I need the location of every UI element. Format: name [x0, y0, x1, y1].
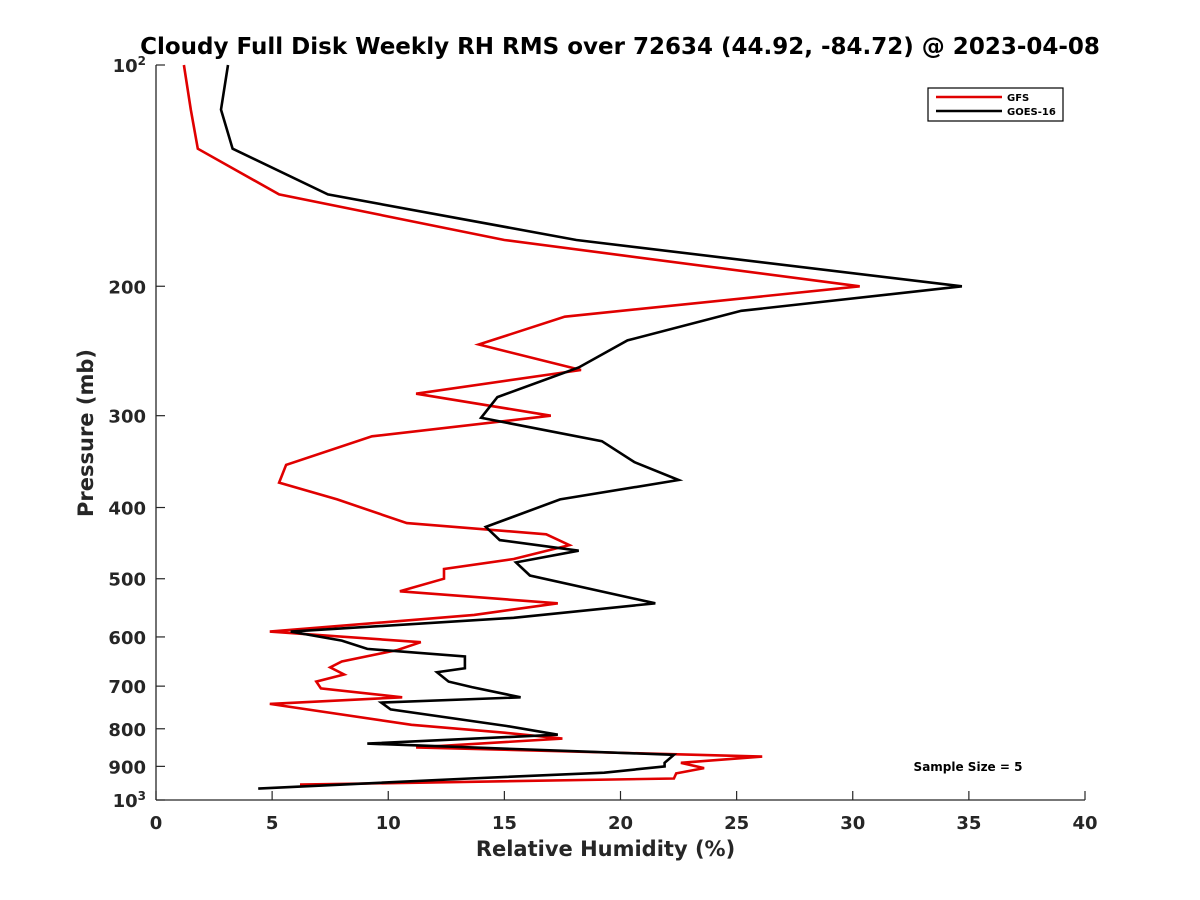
y-tick-base: 10 — [113, 791, 138, 812]
legend-box — [927, 87, 1064, 122]
series-layer — [182, 64, 963, 790]
y-tick-label: 400 — [108, 499, 146, 520]
y-tick-label: 102 — [113, 54, 146, 77]
x-tick-label: 15 — [492, 813, 517, 834]
y-tick-label: 700 — [108, 677, 146, 698]
x-tick-label: 10 — [376, 813, 401, 834]
x-tick-label: 0 — [150, 813, 163, 834]
y-tick-exponent: 2 — [138, 54, 146, 68]
x-axis-label: Relative Humidity (%) — [476, 837, 735, 861]
y-axis-label: Pressure (mb) — [74, 349, 98, 517]
y-tick-label: 200 — [108, 277, 146, 298]
y-tick-label: 600 — [108, 628, 146, 649]
series-line-gfs — [182, 64, 860, 786]
y-tick-base: 10 — [113, 56, 138, 77]
sample-size-annotation: Sample Size = 5 — [914, 760, 1023, 774]
x-tick-label: 5 — [266, 813, 279, 834]
y-tick-label: 900 — [108, 757, 146, 778]
x-tick-label: 25 — [724, 813, 749, 834]
y-tick-label: 500 — [108, 570, 146, 591]
y-tick-exponent: 3 — [138, 789, 146, 803]
chart-title: Cloudy Full Disk Weekly RH RMS over 7263… — [140, 34, 1100, 60]
y-tick-label: 800 — [108, 720, 146, 741]
x-tick-label: 30 — [840, 813, 865, 834]
legend-label: GFS — [1007, 93, 1029, 104]
x-tick-label: 20 — [608, 813, 633, 834]
y-tick-label: 103 — [113, 789, 146, 812]
x-tick-label: 35 — [956, 813, 981, 834]
x-tick-label: 40 — [1072, 813, 1097, 834]
legend: GFS GOES-16 — [927, 87, 1064, 122]
y-tick-label: 300 — [108, 407, 146, 428]
legend-label: GOES-16 — [1007, 107, 1056, 118]
series-line-goes-16 — [219, 64, 963, 790]
axes: 0 5 10 15 20 25 30 35 40102200300400500600700800… — [74, 54, 1098, 861]
